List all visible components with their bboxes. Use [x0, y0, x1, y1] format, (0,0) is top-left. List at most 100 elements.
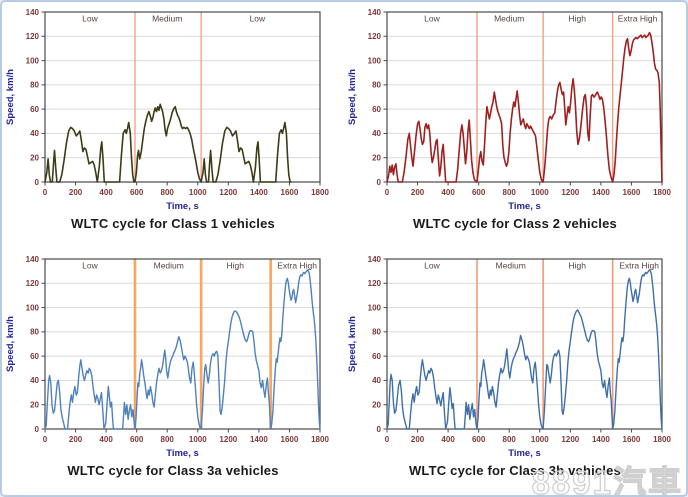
svg-text:20: 20: [30, 154, 39, 163]
svg-text:80: 80: [372, 328, 381, 337]
svg-text:1000: 1000: [531, 188, 549, 197]
svg-text:60: 60: [30, 105, 39, 114]
chart-title-class-1: WLTC cycle for Class 1 vehicles: [71, 216, 275, 231]
svg-text:1600: 1600: [281, 435, 299, 444]
svg-text:40: 40: [30, 129, 39, 138]
svg-text:1200: 1200: [561, 435, 579, 444]
svg-text:1800: 1800: [653, 188, 671, 197]
wltc-class-3a-chart: 0 200 400 600 800 1000 1200 1400 1600 1800 0 20 40 60…: [2, 249, 344, 495]
wltc-class-1-chart: 0 200 400 600 800 1000 1200 1400 1600 1800 0 20 40 60…: [2, 2, 344, 249]
svg-text:80: 80: [372, 81, 381, 90]
class-3b-plot: 0 200 400 600 800 1000 1200 1400 1600 1800 0 20 40 60…: [347, 255, 671, 459]
svg-text:1800: 1800: [311, 188, 329, 197]
svg-text:40: 40: [30, 376, 39, 385]
svg-text:600: 600: [130, 188, 144, 197]
svg-text:Extra High: Extra High: [619, 261, 659, 271]
svg-text:Low: Low: [82, 261, 98, 271]
svg-text:80: 80: [30, 81, 39, 90]
svg-text:1400: 1400: [592, 188, 610, 197]
svg-text:1400: 1400: [592, 435, 610, 444]
svg-text:0: 0: [377, 425, 382, 434]
svg-text:800: 800: [503, 435, 517, 444]
svg-text:40: 40: [372, 376, 381, 385]
svg-text:100: 100: [368, 303, 382, 312]
svg-text:Time, s: Time, s: [508, 448, 541, 459]
svg-text:100: 100: [26, 56, 40, 65]
svg-text:Time, s: Time, s: [508, 201, 541, 212]
svg-text:120: 120: [368, 279, 382, 288]
svg-text:Speed, km/h: Speed, km/h: [347, 316, 358, 372]
class-1-plot: 0 200 400 600 800 1000 1200 1400 1600 1800 0 20 40 60…: [5, 8, 329, 212]
svg-text:Low: Low: [424, 14, 440, 24]
svg-text:Extra High: Extra High: [618, 14, 658, 24]
svg-text:100: 100: [26, 303, 40, 312]
svg-text:100: 100: [368, 56, 382, 65]
svg-text:400: 400: [99, 435, 113, 444]
svg-text:1400: 1400: [250, 188, 268, 197]
svg-text:800: 800: [161, 435, 175, 444]
svg-text:Speed, km/h: Speed, km/h: [347, 69, 358, 125]
svg-text:0: 0: [35, 178, 40, 187]
svg-text:0: 0: [43, 435, 48, 444]
svg-text:1800: 1800: [653, 435, 671, 444]
svg-text:1600: 1600: [623, 188, 641, 197]
svg-text:20: 20: [372, 401, 381, 410]
svg-text:Medium: Medium: [152, 14, 182, 24]
svg-text:60: 60: [372, 105, 381, 114]
svg-text:High: High: [226, 261, 244, 271]
svg-text:200: 200: [411, 188, 425, 197]
svg-text:Low: Low: [82, 14, 98, 24]
svg-text:600: 600: [472, 188, 486, 197]
svg-text:0: 0: [377, 178, 382, 187]
svg-text:140: 140: [26, 255, 40, 264]
svg-text:Medium: Medium: [494, 14, 524, 24]
svg-text:0: 0: [35, 425, 40, 434]
svg-text:400: 400: [441, 188, 455, 197]
svg-text:Low: Low: [424, 261, 440, 271]
svg-text:Speed, km/h: Speed, km/h: [5, 316, 16, 372]
svg-text:200: 200: [411, 435, 425, 444]
svg-text:1000: 1000: [189, 435, 207, 444]
class-3a-plot: 0 200 400 600 800 1000 1200 1400 1600 1800 0 20 40 60…: [5, 255, 329, 459]
svg-text:Extra High: Extra High: [277, 261, 317, 271]
svg-text:0: 0: [43, 188, 48, 197]
class-2-plot: 0 200 400 600 800 1000 1200 1400 1600 1800 0 20 40 60…: [347, 8, 671, 212]
svg-text:120: 120: [26, 279, 40, 288]
svg-text:400: 400: [99, 188, 113, 197]
svg-text:0: 0: [385, 435, 390, 444]
chart-title-class-2: WLTC cycle for Class 2 vehicles: [413, 216, 617, 231]
wltc-class-2-chart: 0 200 400 600 800 1000 1200 1400 1600 1800 0 20 40 60…: [344, 2, 686, 249]
svg-text:1000: 1000: [531, 435, 549, 444]
svg-text:0: 0: [385, 188, 390, 197]
svg-text:1600: 1600: [623, 435, 641, 444]
svg-text:Medium: Medium: [496, 261, 526, 271]
svg-text:1600: 1600: [281, 188, 299, 197]
svg-text:High: High: [568, 261, 586, 271]
svg-text:High: High: [568, 14, 586, 24]
svg-text:1000: 1000: [189, 188, 207, 197]
svg-text:60: 60: [30, 352, 39, 361]
svg-text:800: 800: [503, 188, 517, 197]
svg-text:1400: 1400: [250, 435, 268, 444]
svg-text:80: 80: [30, 328, 39, 337]
svg-text:20: 20: [372, 154, 381, 163]
svg-text:40: 40: [372, 129, 381, 138]
svg-text:Time, s: Time, s: [166, 448, 199, 459]
svg-text:120: 120: [368, 32, 382, 41]
svg-text:140: 140: [368, 8, 382, 17]
chart-title-class-3a: WLTC cycle for Class 3a vehicles: [67, 463, 279, 478]
svg-text:140: 140: [26, 8, 40, 17]
svg-text:1200: 1200: [561, 188, 579, 197]
svg-text:400: 400: [441, 435, 455, 444]
svg-text:120: 120: [26, 32, 40, 41]
svg-text:140: 140: [368, 255, 382, 264]
svg-text:Medium: Medium: [154, 261, 184, 271]
svg-text:800: 800: [161, 188, 175, 197]
svg-text:Low: Low: [250, 14, 266, 24]
svg-text:Time, s: Time, s: [166, 201, 199, 212]
svg-text:Speed, km/h: Speed, km/h: [5, 69, 16, 125]
svg-text:60: 60: [372, 352, 381, 361]
wltc-class-3b-chart: 0 200 400 600 800 1000 1200 1400 1600 1800 0 20 40 60…: [344, 249, 686, 495]
